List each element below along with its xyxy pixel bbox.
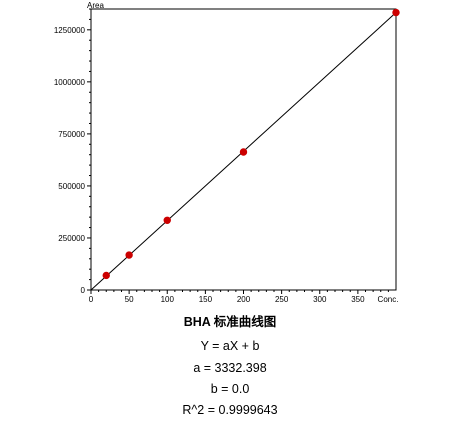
fit-r-squared: R^2 = 0.9999643 — [182, 403, 278, 417]
y-tick-label: 500000 — [58, 182, 85, 191]
fit-intercept-b: b = 0.0 — [210, 382, 250, 396]
data-point — [239, 148, 248, 156]
y-tick-label: 750000 — [58, 130, 85, 139]
data-points — [102, 8, 400, 280]
x-tick-label: 100 — [161, 295, 175, 304]
data-point — [163, 216, 171, 224]
fit-formula: Y = aX + b — [200, 339, 260, 353]
y-tick-label: 1250000 — [54, 26, 86, 35]
y-tick-label: 1000000 — [54, 78, 86, 87]
y-tick-label: 250000 — [58, 234, 85, 243]
chart-title: BHA 标准曲线图 — [183, 315, 277, 329]
x-tick-label: 50 — [125, 295, 134, 304]
fit-slope-a: a = 3332.398 — [193, 361, 267, 375]
x-axis-unit-label: Conc. — [378, 295, 399, 304]
data-point — [392, 8, 400, 17]
y-axis-unit-label: Area — [87, 1, 104, 10]
x-tick-label: 200 — [237, 295, 251, 304]
data-point — [125, 251, 133, 259]
x-tick-label: 300 — [313, 295, 327, 304]
x-tick-label: 350 — [351, 295, 365, 304]
calibration-chart: 0 50 100 150 200 250 300 350 Conc. 0 250000 500000 7… — [54, 1, 400, 304]
y-tick-label: 0 — [81, 286, 86, 295]
x-tick-label: 150 — [199, 295, 213, 304]
x-tick-label: 0 — [89, 295, 94, 304]
tick-marks: 0 50 100 150 200 250 300 350 Conc. 0 250000 500000 7… — [54, 8, 399, 304]
x-tick-label: 250 — [275, 295, 289, 304]
data-point — [102, 271, 110, 280]
